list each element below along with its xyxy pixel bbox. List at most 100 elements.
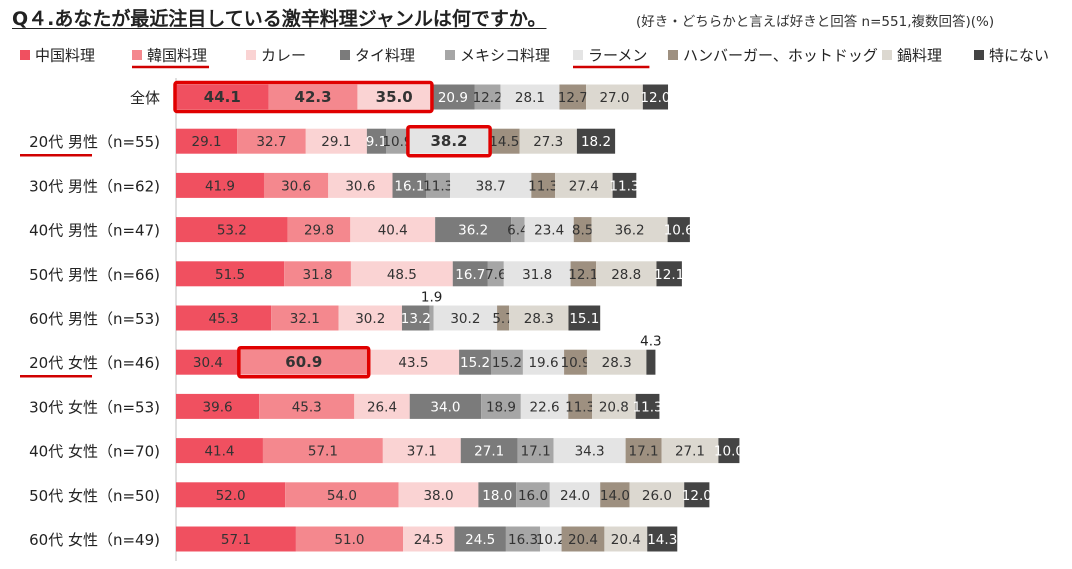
legend-item: ハンバーガー、ホットドッグ: [668, 47, 878, 65]
bar-segment: [305, 128, 367, 154]
data-label: 19.6: [528, 355, 558, 371]
bar-segment: [559, 84, 587, 110]
bar-segment: [509, 305, 569, 331]
bar-segment: [284, 261, 351, 287]
legend-label: ハンバーガー、ホットドッグ: [683, 47, 878, 65]
data-label: 20.8: [599, 399, 629, 415]
bar-segment: [524, 217, 574, 243]
data-label: 12.0: [640, 90, 670, 106]
data-label: 41.9: [205, 178, 235, 194]
bar-segment: [366, 128, 386, 154]
bar-segment: [586, 84, 643, 110]
bar-segment: [430, 84, 475, 110]
bar-segment: [460, 438, 518, 464]
bar-segment: [176, 128, 238, 154]
legend-item: 中国料理: [20, 47, 95, 65]
bar-segment: [553, 438, 626, 464]
bar-segment: [176, 305, 272, 331]
bar-segment: [459, 349, 491, 375]
data-label: 18.9: [486, 399, 516, 415]
data-label: 45.3: [292, 399, 322, 415]
bar-segment: [433, 305, 498, 331]
data-label: 38.0: [423, 488, 453, 504]
legend-label: タイ料理: [355, 47, 415, 65]
data-label: 30.2: [450, 311, 480, 327]
legend-swatch: [246, 50, 256, 60]
legend-item: メキシコ料理: [445, 47, 550, 65]
bar-segment: [505, 526, 541, 552]
legend-swatch: [573, 50, 583, 60]
bar-segment: [452, 261, 488, 287]
data-label: 10.6: [664, 223, 694, 239]
data-label: 51.0: [334, 532, 364, 548]
legend-label: メキシコ料理: [460, 47, 550, 65]
bar-segment: [481, 393, 521, 419]
data-label: 18.0: [482, 488, 512, 504]
data-label: 15.2: [460, 355, 490, 371]
bar-segment: [667, 217, 690, 243]
data-label: 20.4: [611, 532, 641, 548]
bar-segment: [176, 172, 264, 198]
highlight-box: [406, 124, 492, 158]
data-label: 16.1: [394, 178, 424, 194]
data-label: 15.1: [569, 311, 599, 327]
bar-segment: [176, 349, 240, 375]
bar-segment: [570, 261, 596, 287]
data-label: 36.2: [615, 223, 645, 239]
category-label: 全体: [130, 89, 160, 107]
bar-segment: [500, 84, 560, 110]
data-label: 1.9: [421, 290, 442, 306]
data-label: 16.7: [455, 267, 485, 283]
data-label: 30.6: [345, 178, 375, 194]
data-label: 13.2: [401, 311, 431, 327]
bar-segment: [474, 84, 501, 110]
bar-segment: [367, 349, 460, 375]
bar-segment: [268, 84, 358, 110]
bar-segment: [239, 349, 368, 375]
data-label: 14.5: [489, 134, 519, 150]
data-label: 10.0: [714, 444, 744, 460]
bar-segment: [176, 393, 260, 419]
data-label: 27.3: [533, 134, 563, 150]
bar-segment: [338, 305, 402, 331]
data-label: 52.0: [216, 488, 246, 504]
data-label: 16.0: [518, 488, 548, 504]
bar-segment: [403, 526, 455, 552]
data-label: 17.1: [521, 444, 551, 460]
legend-label: 中国料理: [35, 47, 95, 65]
bar-segment: [592, 393, 636, 419]
legend-item: 韓国料理: [132, 47, 207, 65]
bar-segment: [519, 128, 577, 154]
category-label: 20代 女性（n=46): [29, 354, 160, 372]
bar-segment: [259, 393, 355, 419]
data-label: 39.6: [203, 399, 233, 415]
data-label: 24.5: [414, 532, 444, 548]
data-label: 11.3: [423, 178, 453, 194]
legend-item: 特にない: [974, 47, 1049, 65]
data-label: 26.4: [367, 399, 397, 415]
data-label: 30.2: [355, 311, 385, 327]
data-label: 24.0: [560, 488, 590, 504]
data-label: 28.8: [611, 267, 641, 283]
legend-swatch: [340, 50, 350, 60]
bar-segment: [540, 526, 562, 552]
bar-segment: [568, 305, 601, 331]
data-label: 18.2: [581, 134, 611, 150]
legend-label: カレー: [261, 47, 306, 65]
data-label: 38.2: [430, 132, 467, 150]
bar-segment: [176, 217, 288, 243]
bar-segment: [568, 393, 593, 419]
data-label: 41.4: [204, 444, 234, 460]
data-label: 34.3: [575, 444, 605, 460]
category-label: 40代 男性（n=47): [29, 222, 160, 240]
data-label: 20.4: [568, 532, 598, 548]
bar-segment: [491, 349, 523, 375]
chart-subtitle: (好き・どちらかと言えば好きと回答 n=551,複数回答)(%): [636, 14, 995, 30]
bar-segment: [604, 526, 648, 552]
data-label: 9.1: [366, 134, 387, 150]
data-label: 42.3: [295, 88, 332, 106]
bar-segment: [517, 438, 554, 464]
category-label: 40代 女性（n=70): [29, 443, 160, 461]
data-label: 45.3: [209, 311, 239, 327]
